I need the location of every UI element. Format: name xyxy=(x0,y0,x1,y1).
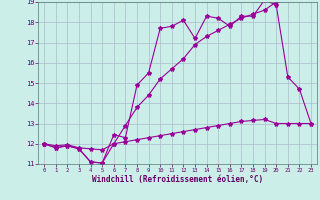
X-axis label: Windchill (Refroidissement éolien,°C): Windchill (Refroidissement éolien,°C) xyxy=(92,175,263,184)
